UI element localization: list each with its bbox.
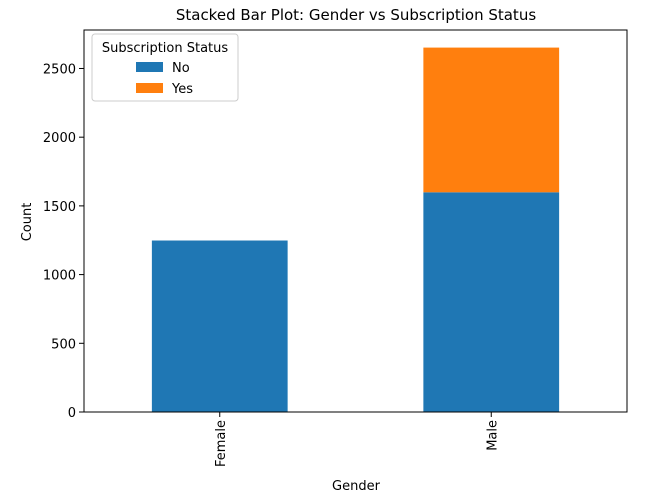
legend-label-no: No bbox=[172, 61, 190, 76]
legend-title: Subscription Status bbox=[102, 41, 229, 56]
x-tick-label: Female bbox=[214, 420, 229, 467]
legend-swatch-no bbox=[136, 62, 163, 72]
y-tick-label: 1500 bbox=[43, 200, 76, 215]
bar-female-no bbox=[151, 240, 288, 412]
legend-label-yes: Yes bbox=[171, 82, 193, 97]
bar-male-yes bbox=[423, 47, 560, 193]
y-tick-label: 1000 bbox=[43, 269, 76, 284]
x-axis-label: Gender bbox=[332, 479, 381, 494]
legend-frame bbox=[91, 33, 239, 102]
y-tick-label: 0 bbox=[68, 406, 76, 421]
plot-area: Female Male 0 500 1000 1500 2000 2500 bbox=[43, 29, 628, 467]
bar-male-no bbox=[423, 192, 560, 412]
chart-title: Stacked Bar Plot: Gender vs Subscription… bbox=[176, 6, 536, 24]
x-tick-label: Male bbox=[485, 420, 500, 451]
y-tick-label: 500 bbox=[51, 337, 76, 352]
y-axis-label: Count bbox=[20, 203, 35, 242]
y-tick-label: 2500 bbox=[43, 62, 76, 77]
axes-frame bbox=[83, 29, 628, 413]
y-tick-label: 2000 bbox=[43, 131, 76, 146]
legend: Subscription Status No Yes bbox=[91, 33, 239, 102]
legend-swatch-yes bbox=[136, 83, 163, 93]
legend-entries: No Yes bbox=[136, 61, 193, 97]
